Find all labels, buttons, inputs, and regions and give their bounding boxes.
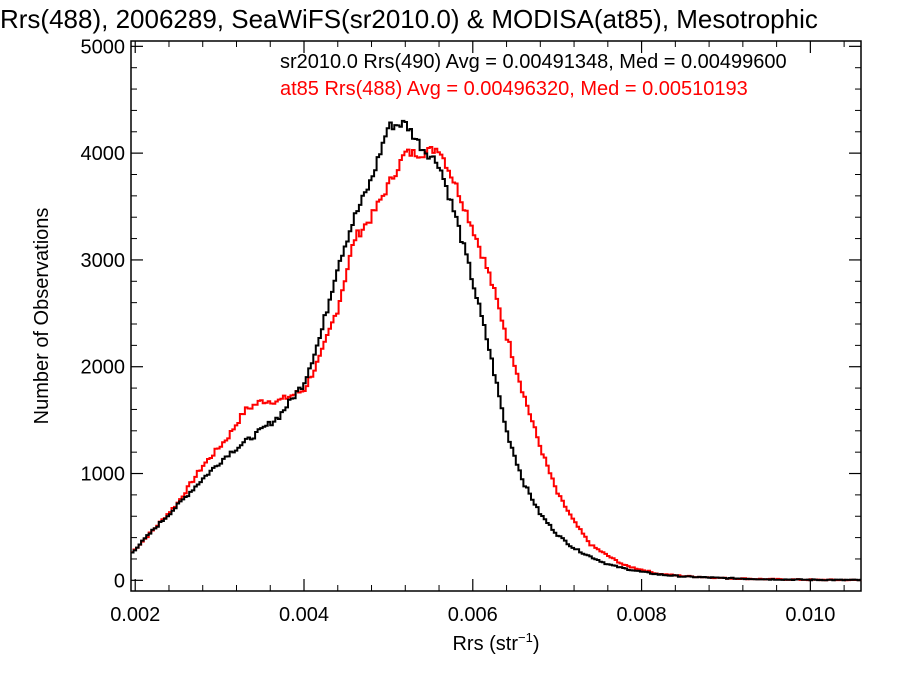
- legend-entry-2: at85 Rrs(488) Avg = 0.00496320, Med = 0.…: [280, 78, 748, 100]
- y-tick-label: 2000: [81, 357, 126, 379]
- y-tick-label: 3000: [81, 250, 126, 272]
- y-tick-label: 4000: [81, 143, 126, 165]
- x-tick-label: 0.010: [785, 604, 835, 626]
- x-axis-ticks: 0.002 0.004 0.006 0.008 0.010: [110, 41, 845, 626]
- y-tick-label: 0: [114, 570, 125, 592]
- x-tick-label: 0.002: [110, 604, 160, 626]
- series-at85-line: [131, 146, 862, 582]
- x-tick-label: 0.004: [279, 604, 329, 626]
- x-axis-label: Rrs (str−1): [452, 630, 539, 655]
- x-axis-label-main: Rrs (str: [452, 633, 518, 655]
- series-sr2010-line: [131, 119, 862, 582]
- x-tick-label: 0.008: [617, 604, 667, 626]
- plot-frame: [130, 40, 862, 592]
- series-layer: [131, 119, 862, 582]
- chart-title: Rrs(488), 2006289, SeaWiFS(sr2010.0) & M…: [0, 4, 818, 34]
- y-axis-label: Number of Observations: [31, 208, 53, 425]
- x-axis-label-tail: ): [533, 633, 540, 655]
- y-tick-label: 5000: [81, 36, 126, 58]
- y-axis-ticks: 0 1000 2000 3000 4000 5000: [81, 36, 861, 592]
- legend-entry-1: sr2010.0 Rrs(490) Avg = 0.00491348, Med …: [280, 51, 787, 73]
- x-axis-label-superscript: −1: [518, 630, 533, 645]
- x-tick-label: 0.006: [448, 604, 498, 626]
- y-tick-label: 1000: [81, 464, 126, 486]
